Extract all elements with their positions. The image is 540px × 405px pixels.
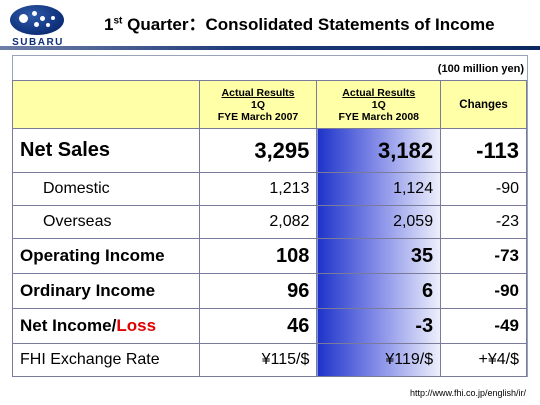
cell-fye2008: 35	[316, 238, 442, 274]
cell-fye2008: -3	[316, 308, 442, 344]
header-fye2007-line3: FYE March 2007	[217, 110, 299, 123]
row-label: Net Sales	[12, 128, 200, 173]
cell-fye2007: ¥115/$	[198, 343, 318, 377]
table-row-overseas: Overseas 2,082 2,059 -23	[12, 205, 527, 239]
cell-fye2008: 1,124	[316, 172, 442, 206]
cell-fye2008: 3,182	[316, 128, 442, 173]
title-number: 1	[104, 15, 114, 34]
header-fye2007-line1: Actual Results	[221, 86, 295, 99]
row-label: Overseas	[12, 205, 200, 239]
cell-fye2007: 108	[198, 238, 318, 274]
cell-change: +¥4/$	[440, 343, 527, 377]
cell-change: -73	[440, 238, 527, 274]
table-row-exchange-rate: FHI Exchange Rate ¥115/$ ¥119/$ +¥4/$	[12, 343, 527, 377]
row-label: Ordinary Income	[12, 273, 200, 309]
page-title: 1st Quarter：Consolidated Statements of I…	[104, 10, 524, 35]
header-fye2008: Actual Results 1Q FYE March 2008	[316, 80, 442, 129]
title-ordinal: st	[113, 15, 123, 27]
logo-wordmark: SUBARU	[12, 37, 64, 48]
table-row-operating-income: Operating Income 108 35 -73	[12, 238, 527, 274]
row-label: Domestic	[12, 172, 200, 206]
header-fye2007-line2: 1Q	[251, 98, 266, 111]
cell-change: -90	[440, 273, 527, 309]
footer-url: http://www.fhi.co.jp/english/ir/	[409, 388, 526, 398]
cell-fye2007: 3,295	[198, 128, 318, 173]
cell-fye2008: ¥119/$	[316, 343, 442, 377]
cell-change: -90	[440, 172, 527, 206]
cell-fye2007: 2,082	[198, 205, 318, 239]
row-label: Operating Income	[12, 238, 200, 274]
cell-fye2008: 2,059	[316, 205, 442, 239]
cell-fye2007: 96	[198, 273, 318, 309]
header-fye2008-line3: FYE March 2008	[338, 110, 420, 123]
row-label-main: Net Income/	[20, 316, 117, 335]
header-blank-cell	[12, 80, 200, 129]
header-fye2007: Actual Results 1Q FYE March 2007	[198, 80, 318, 129]
header-fye2008-line2: 1Q	[371, 98, 386, 111]
cell-fye2007: 1,213	[198, 172, 318, 206]
table-row-net-sales: Net Sales 3,295 3,182 -113	[12, 128, 527, 173]
pleiades-star-icon	[10, 5, 64, 35]
table-header-row: Actual Results 1Q FYE March 2007 Actual …	[12, 80, 527, 129]
table-row-ordinary-income: Ordinary Income 96 6 -90	[12, 273, 527, 309]
cell-change: -113	[440, 128, 527, 173]
table-row-domestic: Domestic 1,213 1,124 -90	[12, 172, 527, 206]
row-label: FHI Exchange Rate	[12, 343, 200, 377]
row-label-loss: Loss	[116, 316, 157, 335]
row-label: Net Income/Loss	[12, 308, 200, 344]
title-text: Quarter：Consolidated Statements of Incom…	[122, 15, 495, 34]
unit-label: (100 million yen)	[437, 63, 524, 75]
header-changes: Changes	[440, 80, 527, 129]
header-fye2008-line1: Actual Results	[342, 86, 416, 99]
cell-fye2008: 6	[316, 273, 442, 309]
cell-fye2007: 46	[198, 308, 318, 344]
header-divider	[0, 46, 540, 50]
table-row-net-income: Net Income/Loss 46 -3 -49	[12, 308, 527, 344]
cell-change: -23	[440, 205, 527, 239]
subaru-logo: SUBARU	[6, 5, 70, 48]
income-statement-table: Actual Results 1Q FYE March 2007 Actual …	[12, 80, 527, 377]
cell-change: -49	[440, 308, 527, 344]
